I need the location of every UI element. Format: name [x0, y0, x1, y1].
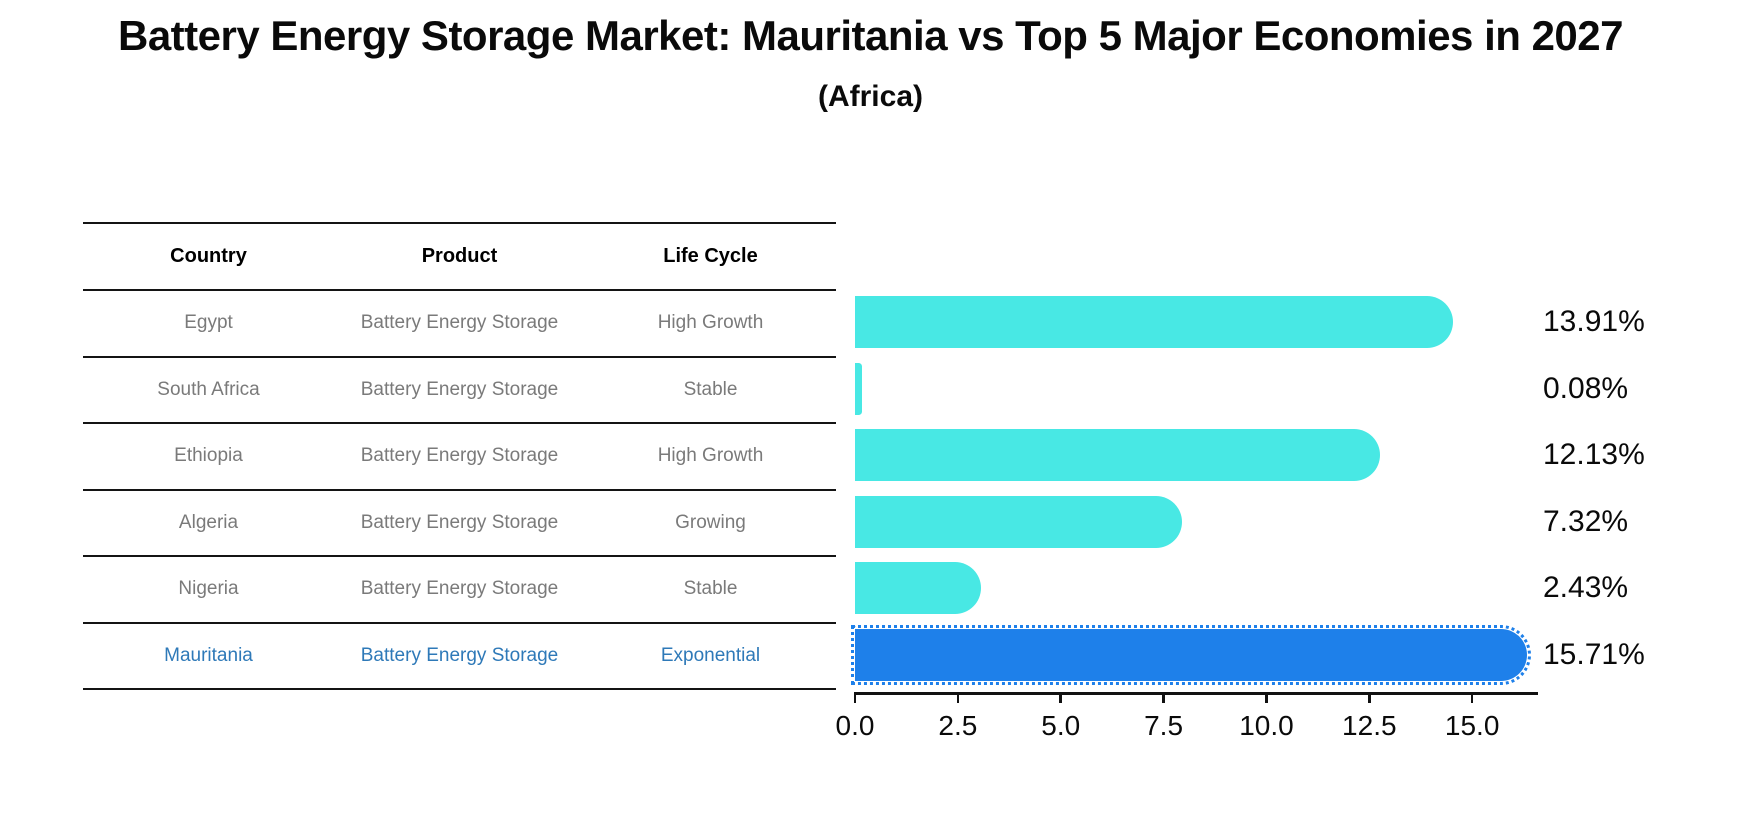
table-header-life_cycle: Life Cycle — [663, 245, 758, 267]
bar-value-label: 13.91% — [1543, 305, 1645, 338]
x-axis-tick — [1059, 692, 1062, 703]
table-row: Mauritania Battery Energy Storage Exponent… — [83, 621, 836, 689]
x-axis-tick-label: 0.0 — [835, 710, 875, 741]
table-row: South Africa Battery Energy Storage Stable — [83, 355, 836, 423]
table-cell-life_cycle: Stable — [683, 578, 738, 600]
table-cell-product: Battery Energy Storage — [360, 511, 559, 533]
bar — [855, 495, 1183, 548]
table-cell-product: Battery Energy Storage — [360, 312, 559, 334]
table-cell-country: Algeria — [178, 511, 239, 533]
bar — [855, 362, 862, 415]
table-cell-life_cycle: High Growth — [657, 445, 764, 467]
chart-subtitle: (Africa) — [817, 80, 923, 113]
bar-highlight — [850, 624, 1532, 685]
table-cell-life_cycle: Stable — [683, 378, 738, 400]
table-header-row: Country Product Life Cycle — [83, 222, 836, 289]
bar-value-label: 12.13% — [1543, 438, 1645, 471]
x-axis-tick-label: 2.5 — [938, 710, 978, 741]
table-cell-country: Ethiopia — [174, 445, 243, 467]
table-cell-product: Battery Energy Storage — [360, 644, 559, 666]
x-axis-tick-label: 12.5 — [1342, 710, 1397, 741]
bar-value-label: 15.71% — [1543, 637, 1645, 671]
table-cell-country: South Africa — [157, 378, 260, 400]
table-header-product: Product — [421, 245, 498, 267]
x-axis-tick — [1265, 692, 1268, 703]
bar-value-label: 7.32% — [1543, 504, 1629, 538]
table-cell-country: Mauritania — [164, 644, 253, 666]
bar — [855, 296, 1454, 348]
x-axis-line — [855, 692, 1538, 695]
x-axis-tick — [1368, 692, 1371, 703]
x-axis-tick-label: 7.5 — [1144, 710, 1184, 741]
x-axis-tick-label: 5.0 — [1041, 710, 1081, 741]
table-cell-country: Nigeria — [178, 578, 239, 600]
table-row: Egypt Battery Energy Storage High Growth — [83, 289, 836, 356]
bar-value-label: 0.08% — [1543, 371, 1629, 405]
table-row: Nigeria Battery Energy Storage Stable — [83, 555, 836, 622]
table-cell-product: Battery Energy Storage — [360, 578, 559, 600]
x-axis-tick — [1470, 692, 1474, 703]
x-axis-tick — [1162, 692, 1165, 703]
x-axis-tick — [956, 692, 960, 703]
chart-title: Battery Energy Storage Market: Mauritani… — [117, 12, 1624, 59]
table-cell-product: Battery Energy Storage — [360, 445, 559, 467]
bar-value-label: 2.43% — [1543, 571, 1629, 604]
table-row: Ethiopia Battery Energy Storage High Growt… — [83, 422, 836, 489]
table-cell-life_cycle: Exponential — [660, 644, 761, 666]
bar — [855, 429, 1381, 481]
country-table: Country Product Life Cycle Egypt Battery En… — [83, 222, 836, 690]
table-cell-country: Egypt — [184, 312, 233, 334]
table-cell-life_cycle: High Growth — [657, 312, 764, 334]
table-cell-product: Battery Energy Storage — [360, 378, 559, 400]
table-header-country: Country — [170, 245, 247, 267]
table-row: Algeria Battery Energy Storage Growing — [83, 488, 836, 556]
table-cell-life_cycle: Growing — [675, 511, 746, 533]
x-axis-tick — [853, 692, 857, 703]
x-axis-tick-label: 15.0 — [1444, 710, 1500, 741]
bar — [855, 562, 981, 614]
x-axis-tick-label: 10.0 — [1239, 710, 1294, 741]
